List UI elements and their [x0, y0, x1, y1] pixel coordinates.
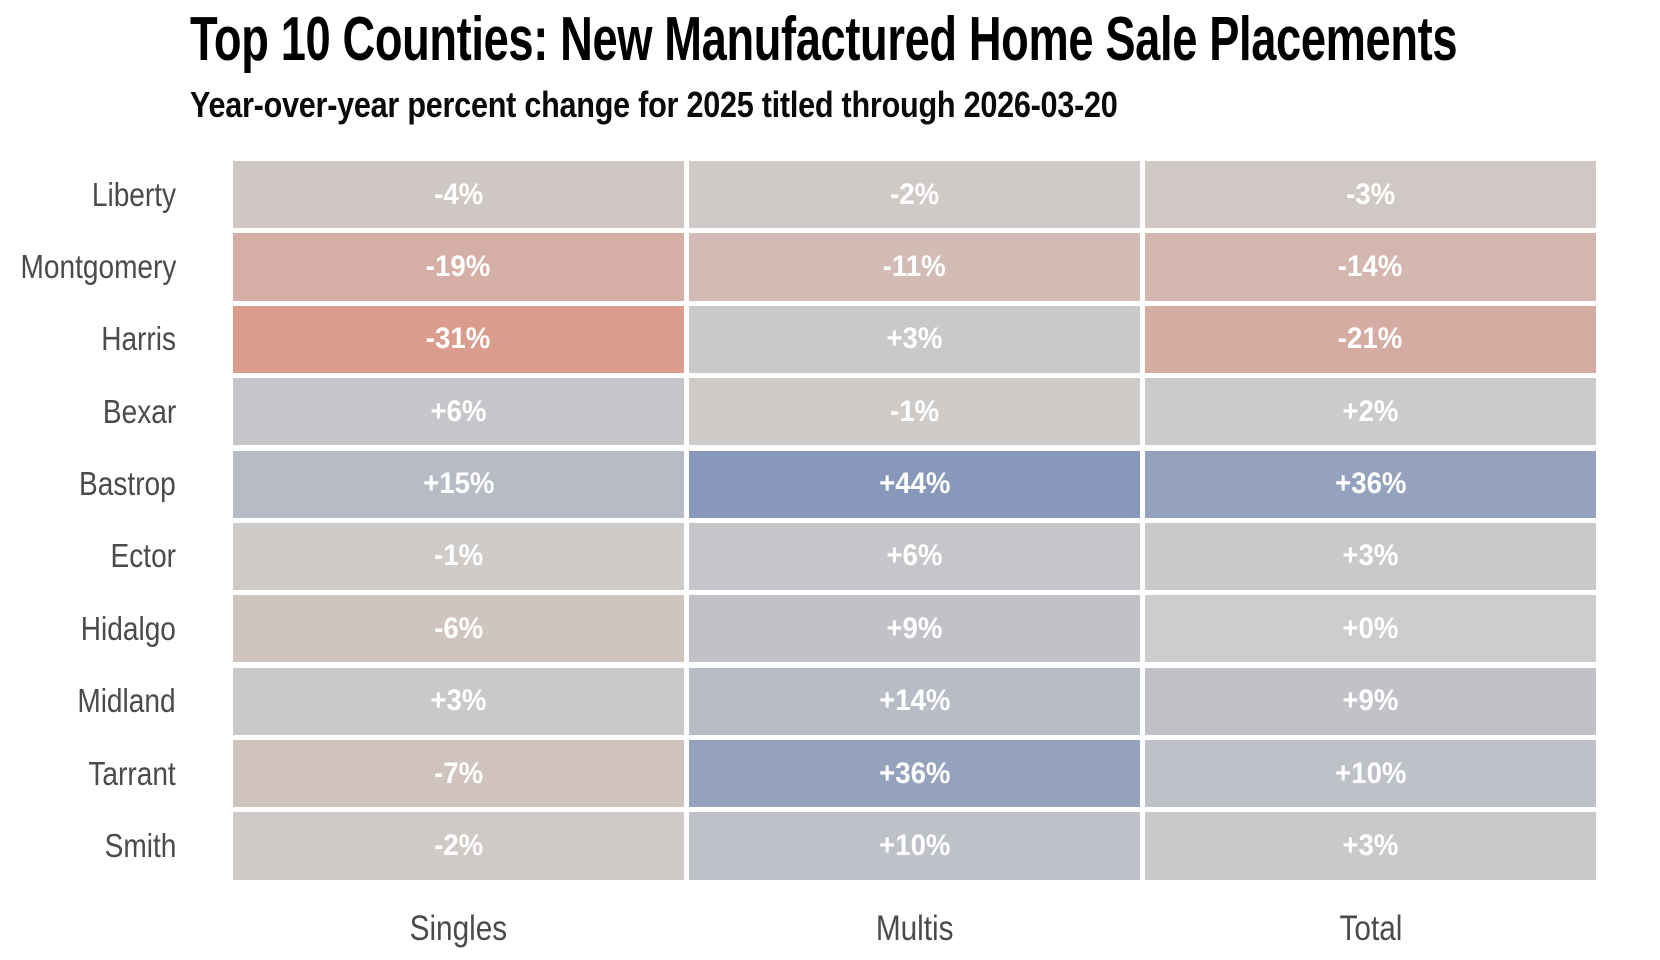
column-label-total: Total	[1145, 903, 1596, 955]
row-label-montgomery: Montgomery	[0, 233, 228, 300]
cell-value: +44%	[878, 467, 951, 501]
heatmap-cell-bexar-singles: +6%	[233, 378, 684, 446]
row-label-text: Harris	[101, 320, 176, 358]
cell-value: -6%	[433, 611, 484, 645]
heatmap-grid: Liberty -4% -2% -3% Montgomery -19% -11% -14% Ha…	[0, 161, 1596, 880]
row-label-bastrop: Bastrop	[0, 451, 228, 518]
heatmap-cell-harris-total: -21%	[1145, 305, 1596, 373]
cell-value: +36%	[1334, 467, 1407, 501]
cell-value: +36%	[878, 756, 951, 790]
cell-value: -1%	[433, 539, 484, 573]
cell-value: +3%	[430, 684, 487, 718]
cell-value: -1%	[889, 394, 940, 428]
column-label-singles: Singles	[233, 903, 684, 955]
cell-value: +3%	[886, 322, 943, 356]
row-label-bexar: Bexar	[0, 378, 228, 445]
cell-value: +3%	[1342, 828, 1399, 862]
row-label-smith: Smith	[0, 812, 228, 879]
cell-value: +0%	[1342, 611, 1399, 645]
row-label-midland: Midland	[0, 668, 228, 735]
heatmap-cell-montgomery-multis: -11%	[689, 233, 1140, 301]
heatmap-cell-liberty-singles: -4%	[233, 161, 684, 229]
heatmap-cell-bastrop-multis: +44%	[689, 450, 1140, 518]
row-label-text: Smith	[104, 826, 176, 864]
row-label-text: Midland	[77, 682, 176, 720]
cell-value: -31%	[426, 322, 491, 356]
heatmap-cell-hidalgo-singles: -6%	[233, 595, 684, 663]
cell-value: +10%	[878, 828, 951, 862]
cell-value: +9%	[1342, 684, 1399, 718]
heatmap-cell-harris-multis: +3%	[689, 305, 1140, 373]
cell-value: +2%	[1342, 394, 1399, 428]
cell-value: +15%	[422, 467, 495, 501]
row-label-harris: Harris	[0, 306, 228, 373]
heatmap-cell-bastrop-singles: +15%	[233, 450, 684, 518]
cell-value: +14%	[878, 684, 951, 718]
row-label-text: Tarrant	[88, 754, 176, 792]
row-label-hidalgo: Hidalgo	[0, 595, 228, 662]
cell-value: -3%	[1345, 177, 1396, 211]
cell-value: -4%	[433, 177, 484, 211]
cell-value: -7%	[433, 756, 484, 790]
cell-value: +6%	[430, 394, 487, 428]
row-label-text: Hidalgo	[80, 609, 176, 647]
cell-value: +3%	[1342, 539, 1399, 573]
heatmap-cell-tarrant-total: +10%	[1145, 740, 1596, 808]
row-label-text: Liberty	[91, 175, 176, 213]
cell-value: +6%	[886, 539, 943, 573]
row-label-tarrant: Tarrant	[0, 740, 228, 807]
heatmap-cell-bexar-total: +2%	[1145, 378, 1596, 446]
heatmap-cell-liberty-multis: -2%	[689, 161, 1140, 229]
column-label-text: Multis	[875, 909, 954, 948]
chart-subtitle: Year-over-year percent change for 2025 t…	[190, 84, 1118, 125]
heatmap-cell-ector-multis: +6%	[689, 522, 1140, 591]
cell-value: -14%	[1338, 249, 1403, 283]
column-label-multis: Multis	[689, 903, 1140, 955]
heatmap-cell-hidalgo-total: +0%	[1145, 595, 1596, 663]
heatmap-cell-smith-total: +3%	[1145, 812, 1596, 880]
column-labels: Singles Multis Total	[233, 903, 1596, 955]
heatmap-cell-ector-singles: -1%	[233, 522, 684, 591]
cell-value: -2%	[889, 177, 940, 211]
chart-title: Top 10 Counties: New Manufactured Home S…	[190, 5, 1458, 74]
row-label-ector: Ector	[0, 523, 228, 590]
heatmap-cell-smith-multis: +10%	[689, 812, 1140, 880]
heatmap-cell-tarrant-singles: -7%	[233, 740, 684, 808]
cell-value: -2%	[433, 828, 484, 862]
heatmap-cell-tarrant-multis: +36%	[689, 740, 1140, 808]
cell-value: -11%	[883, 249, 946, 283]
heatmap-cell-midland-singles: +3%	[233, 667, 684, 735]
row-label-text: Bexar	[102, 392, 176, 430]
heatmap-cell-midland-total: +9%	[1145, 667, 1596, 735]
heatmap-cell-ector-total: +3%	[1145, 522, 1596, 591]
row-label-text: Ector	[110, 537, 176, 575]
cell-value: -21%	[1338, 322, 1403, 356]
heatmap-cell-liberty-total: -3%	[1145, 161, 1596, 229]
heatmap-cell-montgomery-total: -14%	[1145, 233, 1596, 301]
row-label-text: Bastrop	[79, 465, 176, 503]
column-label-text: Total	[1339, 909, 1402, 948]
heatmap-cell-bexar-multis: -1%	[689, 378, 1140, 446]
heatmap-cell-midland-multis: +14%	[689, 667, 1140, 735]
heatmap-cell-harris-singles: -31%	[233, 305, 684, 373]
heatmap-cell-hidalgo-multis: +9%	[689, 595, 1140, 663]
heatmap-cell-bastrop-total: +36%	[1145, 450, 1596, 518]
column-label-text: Singles	[409, 909, 508, 948]
row-label-text: Montgomery	[20, 247, 176, 285]
cell-value: +9%	[886, 611, 943, 645]
cell-value: +10%	[1334, 756, 1407, 790]
cell-value: -19%	[426, 249, 491, 283]
heatmap-cell-montgomery-singles: -19%	[233, 233, 684, 301]
row-label-liberty: Liberty	[0, 161, 228, 228]
heatmap-cell-smith-singles: -2%	[233, 812, 684, 880]
